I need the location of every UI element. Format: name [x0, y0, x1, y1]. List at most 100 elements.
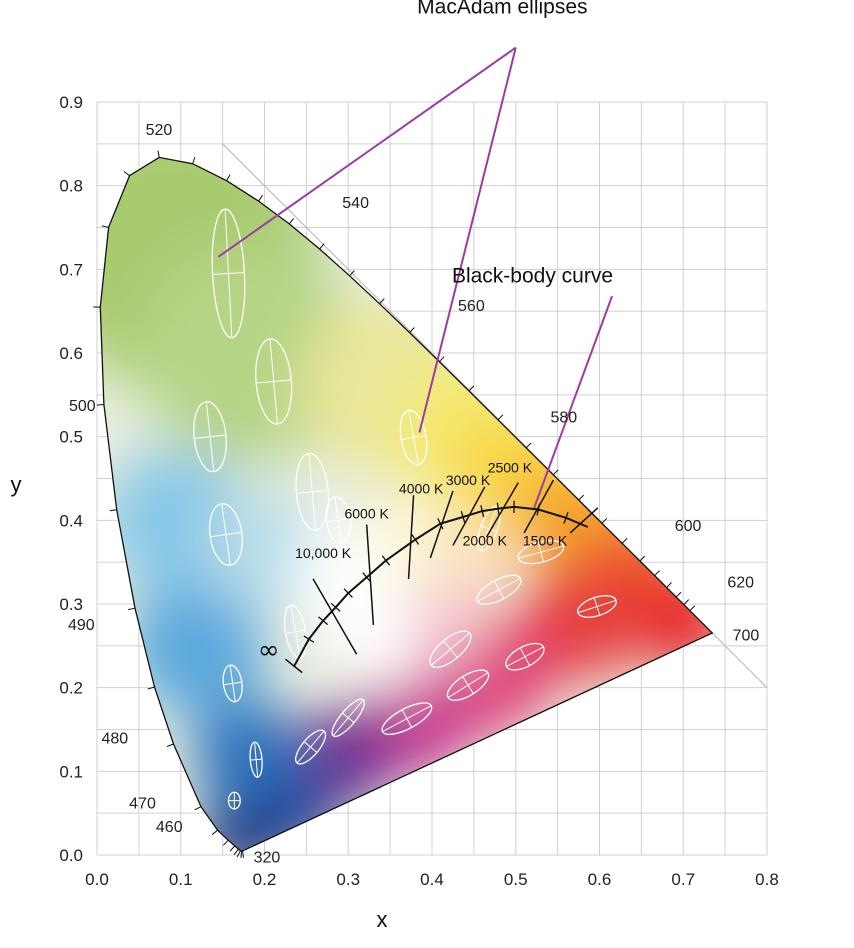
isotherm-line	[407, 495, 415, 579]
black-body-tick	[460, 511, 466, 523]
wavelength-label: 480	[102, 731, 129, 748]
wavelength-label: 470	[129, 795, 156, 812]
black-body-curve	[284, 479, 599, 674]
gamut-color-spot	[336, 600, 427, 691]
wavelength-label: 520	[146, 122, 173, 139]
x-tick-label: 0.6	[588, 870, 612, 889]
locus-tick	[109, 509, 117, 512]
locus-tick	[211, 829, 218, 835]
annotation-label: MacAdam ellipses	[417, 0, 587, 18]
locus-tick	[689, 605, 696, 612]
black-body-line	[292, 505, 589, 668]
macadam-ellipse-major-axis	[334, 497, 342, 544]
macadam-ellipse	[295, 729, 327, 765]
isotherm-label: 10,000 K	[295, 545, 352, 561]
black-body-tick	[411, 534, 420, 545]
macadam-ellipse	[325, 496, 351, 545]
macadam-ellipse-major-axis	[224, 209, 233, 338]
macadam-ellipse	[429, 630, 472, 668]
y-tick-label: 0.1	[59, 762, 83, 781]
macadam-ellipse-major-axis	[447, 672, 489, 698]
macadam-ellipse	[399, 409, 428, 466]
isotherm-line	[452, 486, 486, 546]
spectral-locus	[93, 150, 714, 859]
macadam-ellipses	[193, 208, 617, 810]
macadam-ellipse-major-axis	[382, 705, 432, 733]
locus-tick	[123, 171, 130, 177]
locus-tick	[128, 607, 136, 611]
wavelength-label: 700	[733, 627, 760, 644]
x-tick-label: 0.4	[420, 870, 444, 889]
macadam-ellipse	[446, 669, 490, 701]
macadam-leader-line	[418, 47, 517, 433]
isotherm-label: 2500 K	[488, 460, 533, 476]
locus-tick	[226, 174, 231, 181]
macadam-ellipse-major-axis	[296, 730, 325, 764]
x-tick-label: 0.1	[169, 870, 193, 889]
macadam-ellipse-major-axis	[269, 338, 278, 424]
annotation-leader-lines	[217, 46, 614, 509]
locus-tick	[666, 582, 672, 588]
wavelength-label: 500	[69, 398, 96, 415]
wavelength-label: 540	[342, 195, 369, 212]
macadam-ellipse	[477, 505, 501, 552]
x-tick-label: 0.8	[755, 870, 779, 889]
macadam-ellipse-major-axis	[480, 506, 498, 551]
macadam-ellipse	[331, 698, 366, 738]
macadam-ellipse	[255, 338, 293, 425]
macadam-ellipse-major-axis	[408, 410, 419, 465]
locus-tick	[497, 414, 504, 421]
locus-tick	[578, 494, 585, 501]
macadam-ellipse-major-axis	[518, 545, 564, 559]
macadam-ellipse	[476, 574, 522, 605]
x-tick-label: 0.2	[253, 870, 277, 889]
labels: 0.0 0.1 0.2 0.3 0.4 0.5 0.6 0.7 0.8 0.0 0.1 0.2 0.3 0…	[11, 0, 779, 932]
macadam-ellipse	[227, 791, 241, 810]
locus-tick	[166, 743, 174, 747]
isotherm-line	[284, 658, 303, 674]
isotherm-label: 4000 K	[399, 481, 444, 497]
locus-tick	[319, 243, 325, 250]
locus-tick	[192, 156, 196, 164]
macadam-ellipse	[283, 604, 308, 659]
macadam-ellipse-major-axis	[477, 577, 521, 602]
locus-tick	[675, 591, 682, 598]
macadam-leader-line	[217, 46, 517, 258]
locus-tick	[157, 150, 160, 158]
black-body-tick	[496, 502, 500, 515]
isotherm-line	[429, 490, 454, 559]
black-body-tick	[480, 505, 485, 518]
wavelength-label: 600	[675, 518, 702, 535]
isotherm-label: 3000 K	[446, 472, 491, 488]
black-body-tick	[437, 517, 444, 530]
black-body-tick	[318, 616, 329, 626]
locus-tick	[349, 270, 355, 277]
wavelength-label: 620	[727, 574, 754, 591]
macadam-ellipse	[517, 540, 565, 565]
isotherm-line	[523, 479, 555, 534]
y-tick-label: 0.5	[59, 428, 83, 447]
macadam-ellipse	[381, 702, 433, 735]
isotherm-label: 1500 K	[523, 532, 568, 548]
x-tick-label: 0.5	[504, 870, 528, 889]
isotherm-line	[569, 507, 599, 534]
macadam-ellipse-major-axis	[430, 632, 470, 666]
locus-tick	[654, 570, 660, 576]
locus-tick	[194, 806, 202, 811]
y-tick-label: 0.2	[59, 679, 83, 698]
macadam-ellipse	[193, 401, 227, 473]
macadam-ellipse	[222, 664, 243, 703]
black-body-tick	[362, 572, 372, 583]
macadam-ellipse	[211, 208, 246, 339]
y-tick-label: 0.6	[59, 344, 83, 363]
locus-tick	[409, 327, 415, 333]
locus-tick	[288, 218, 295, 225]
black-body-tick	[303, 635, 315, 643]
gamut-color-spot	[408, 589, 489, 670]
locus-tick	[240, 850, 243, 859]
macadam-ellipse-major-axis	[332, 699, 364, 737]
infinity-symbol: ∞	[258, 635, 280, 665]
locus-tick	[552, 469, 559, 476]
locus-tick	[468, 385, 475, 392]
